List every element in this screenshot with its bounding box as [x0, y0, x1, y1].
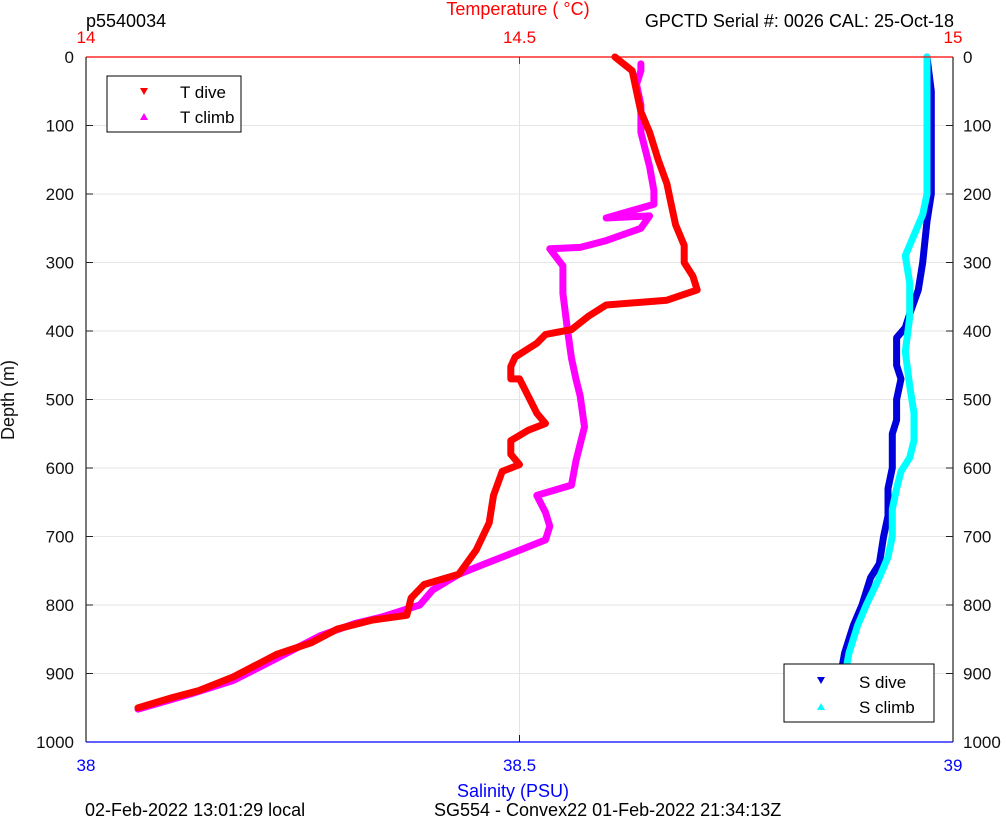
y-tick-label-right: 200	[963, 185, 991, 204]
mission-info: SG554 - Convex22 01-Feb-2022 21:34:13Z	[434, 800, 781, 819]
temperature-axis-title: Temperature ( °C)	[446, 0, 589, 19]
y-tick-label-left: 100	[46, 117, 74, 136]
t-dive-legend-label: T dive	[180, 83, 226, 102]
axes	[85, 56, 954, 743]
s-climb-legend-label: S climb	[859, 698, 915, 717]
temperature-legend-box	[106, 75, 242, 133]
y-tick-label-right: 900	[963, 665, 991, 684]
s-dive-marker	[817, 677, 825, 684]
y-tick-label-left: 600	[46, 459, 74, 478]
t-climb-series-line	[134, 60, 658, 713]
s-dive-series-line	[823, 53, 935, 712]
salinity-legend-box	[783, 663, 935, 723]
profile-id: p5540034	[86, 11, 166, 31]
s-climb-series-line	[823, 53, 931, 714]
y-tick-label-left: 500	[46, 391, 74, 410]
t-dive-end-point	[135, 704, 142, 711]
salinity-tick-label: 38.5	[503, 756, 536, 775]
salinity-tick-label: 38	[77, 756, 96, 775]
temperature-tick-label: 14.5	[503, 28, 536, 47]
y-tick-label-left: 700	[46, 528, 74, 547]
y-tick-label-left: 300	[46, 254, 74, 273]
y-tick-label-left: 800	[46, 596, 74, 615]
salinity-tick-label: 39	[944, 756, 963, 775]
y-tick-label-right: 1000	[963, 733, 1001, 752]
local-timestamp: 02-Feb-2022 13:01:29 local	[85, 800, 305, 819]
t-dive-series-line	[134, 53, 701, 712]
t-dive-marker	[140, 88, 148, 95]
y-tick-label-left: 900	[46, 665, 74, 684]
y-tick-label-right: 300	[963, 254, 991, 273]
series-layer	[134, 53, 935, 714]
y-tick-label-right: 100	[963, 117, 991, 136]
y-tick-label-right: 400	[963, 322, 991, 341]
calibration-info: GPCTD Serial #: 0026 CAL: 25-Oct-18	[645, 11, 954, 31]
salinity-axis-title: Salinity (PSU)	[457, 781, 569, 801]
temperature-tick-label: 14	[77, 28, 96, 47]
salinity-legend: S dive S climb	[783, 663, 935, 723]
temperature-legend: T dive T climb	[106, 75, 242, 133]
y-tick-label-right: 700	[963, 528, 991, 547]
y-tick-label-right: 800	[963, 596, 991, 615]
y-tick-label-right: 0	[963, 48, 972, 67]
y-tick-label-left: 0	[65, 48, 74, 67]
temperature-tick-label: 15	[944, 28, 963, 47]
t-climb-marker	[140, 113, 148, 120]
tick-labels: 0 0 100 100 200 200 300 300 400 400 500 500 600 600 70…	[36, 28, 1001, 775]
y-tick-label-right: 500	[963, 391, 991, 410]
y-tick-label-left: 400	[46, 322, 74, 341]
y-axis-title: Depth (m)	[0, 360, 18, 440]
y-tick-label-left: 200	[46, 185, 74, 204]
s-dive-legend-label: S dive	[859, 673, 906, 692]
y-tick-label-right: 600	[963, 459, 991, 478]
t-climb-legend-label: T climb	[180, 108, 234, 127]
t-climb-end-point	[637, 60, 644, 67]
s-climb-marker	[817, 703, 825, 710]
y-tick-label-left: 1000	[36, 733, 74, 752]
